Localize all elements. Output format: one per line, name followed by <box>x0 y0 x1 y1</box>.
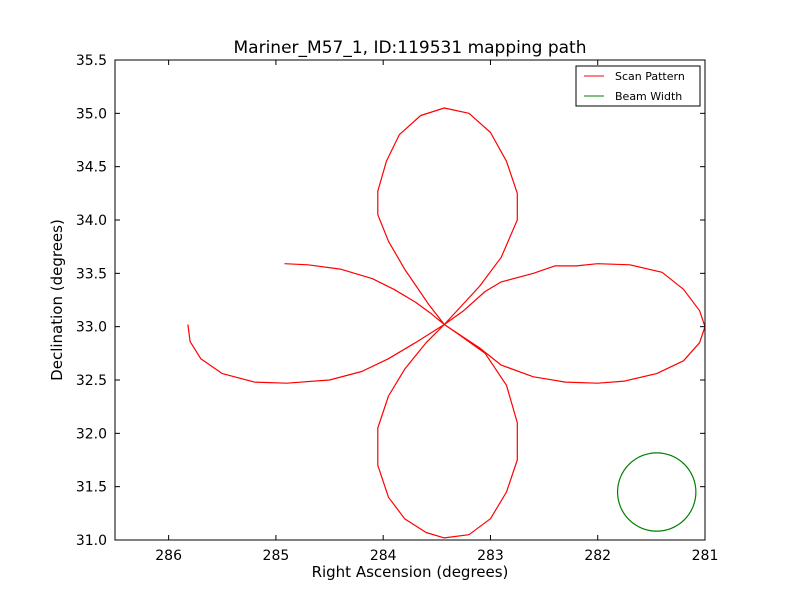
chart-title: Mariner_M57_1, ID:119531 mapping path <box>234 38 587 58</box>
y-tick-label: 32.5 <box>76 373 107 389</box>
legend: Scan Pattern Beam Width <box>575 65 701 107</box>
legend-label-beam-width: Beam Width <box>615 90 682 103</box>
y-tick-label: 33.0 <box>76 320 107 336</box>
y-tick-label: 34.5 <box>76 160 107 176</box>
x-axis-label: Right Ascension (degrees) <box>312 563 509 581</box>
plot-area <box>115 60 705 540</box>
series-scan-pattern-line <box>187 107 705 539</box>
legend-label-scan-pattern: Scan Pattern <box>615 70 685 83</box>
plot-frame <box>114 59 706 541</box>
series-beam-width-circle <box>616 452 697 532</box>
x-tick-label: 284 <box>370 548 397 564</box>
x-tick-label: 285 <box>263 548 290 564</box>
x-tick-label: 282 <box>584 548 611 564</box>
axis-ticks: 286 285 284 283 282 281 31.0 31.5 32.0 32.5 33.0 33… <box>76 53 719 564</box>
y-tick-label: 34.0 <box>76 213 107 229</box>
x-tick-label: 283 <box>477 548 504 564</box>
y-axis-label: Declination (degrees) <box>48 219 66 381</box>
y-tick-label: 35.5 <box>76 53 107 69</box>
x-tick-label: 286 <box>155 548 182 564</box>
y-tick-label: 31.0 <box>76 533 107 549</box>
x-tick-label: 281 <box>692 548 719 564</box>
y-tick-label: 32.0 <box>76 426 107 442</box>
y-tick-label: 35.0 <box>76 106 107 122</box>
y-tick-label: 31.5 <box>76 480 107 496</box>
data-layer <box>187 107 705 539</box>
legend-box <box>575 65 701 107</box>
y-tick-label: 33.5 <box>76 266 107 282</box>
